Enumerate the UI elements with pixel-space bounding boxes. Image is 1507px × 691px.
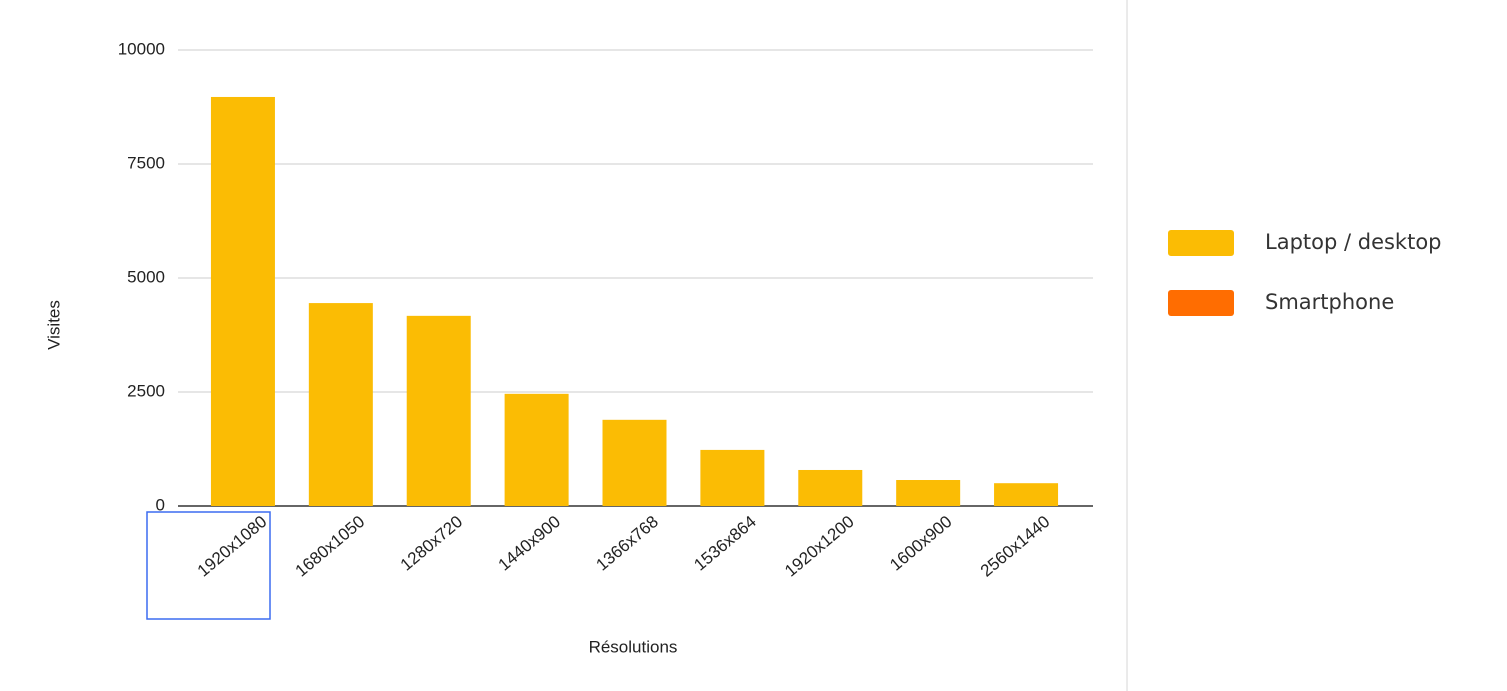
bar [994, 483, 1059, 506]
y-tick-label: 2500 [127, 381, 165, 400]
bar [798, 469, 863, 506]
legend-label: Laptop / desktop [1265, 230, 1442, 254]
legend-swatch [1168, 290, 1234, 316]
legend-swatch [1168, 230, 1234, 256]
y-tick-label: 5000 [127, 267, 165, 286]
selection-box[interactable] [146, 511, 271, 620]
bar [210, 96, 275, 506]
y-tick-label: 7500 [127, 153, 165, 172]
chart-card [1126, 0, 1128, 691]
bar [700, 449, 765, 506]
y-axis-title: Visites [44, 300, 63, 350]
bar [406, 315, 471, 506]
bar [602, 419, 667, 506]
bar [896, 480, 961, 506]
y-tick-label: 0 [156, 495, 165, 514]
bar [308, 303, 373, 506]
y-tick-label: 10000 [118, 39, 165, 58]
x-axis-title: Résolutions [589, 637, 678, 656]
legend-label: Smartphone [1265, 290, 1394, 314]
bar [504, 393, 569, 506]
